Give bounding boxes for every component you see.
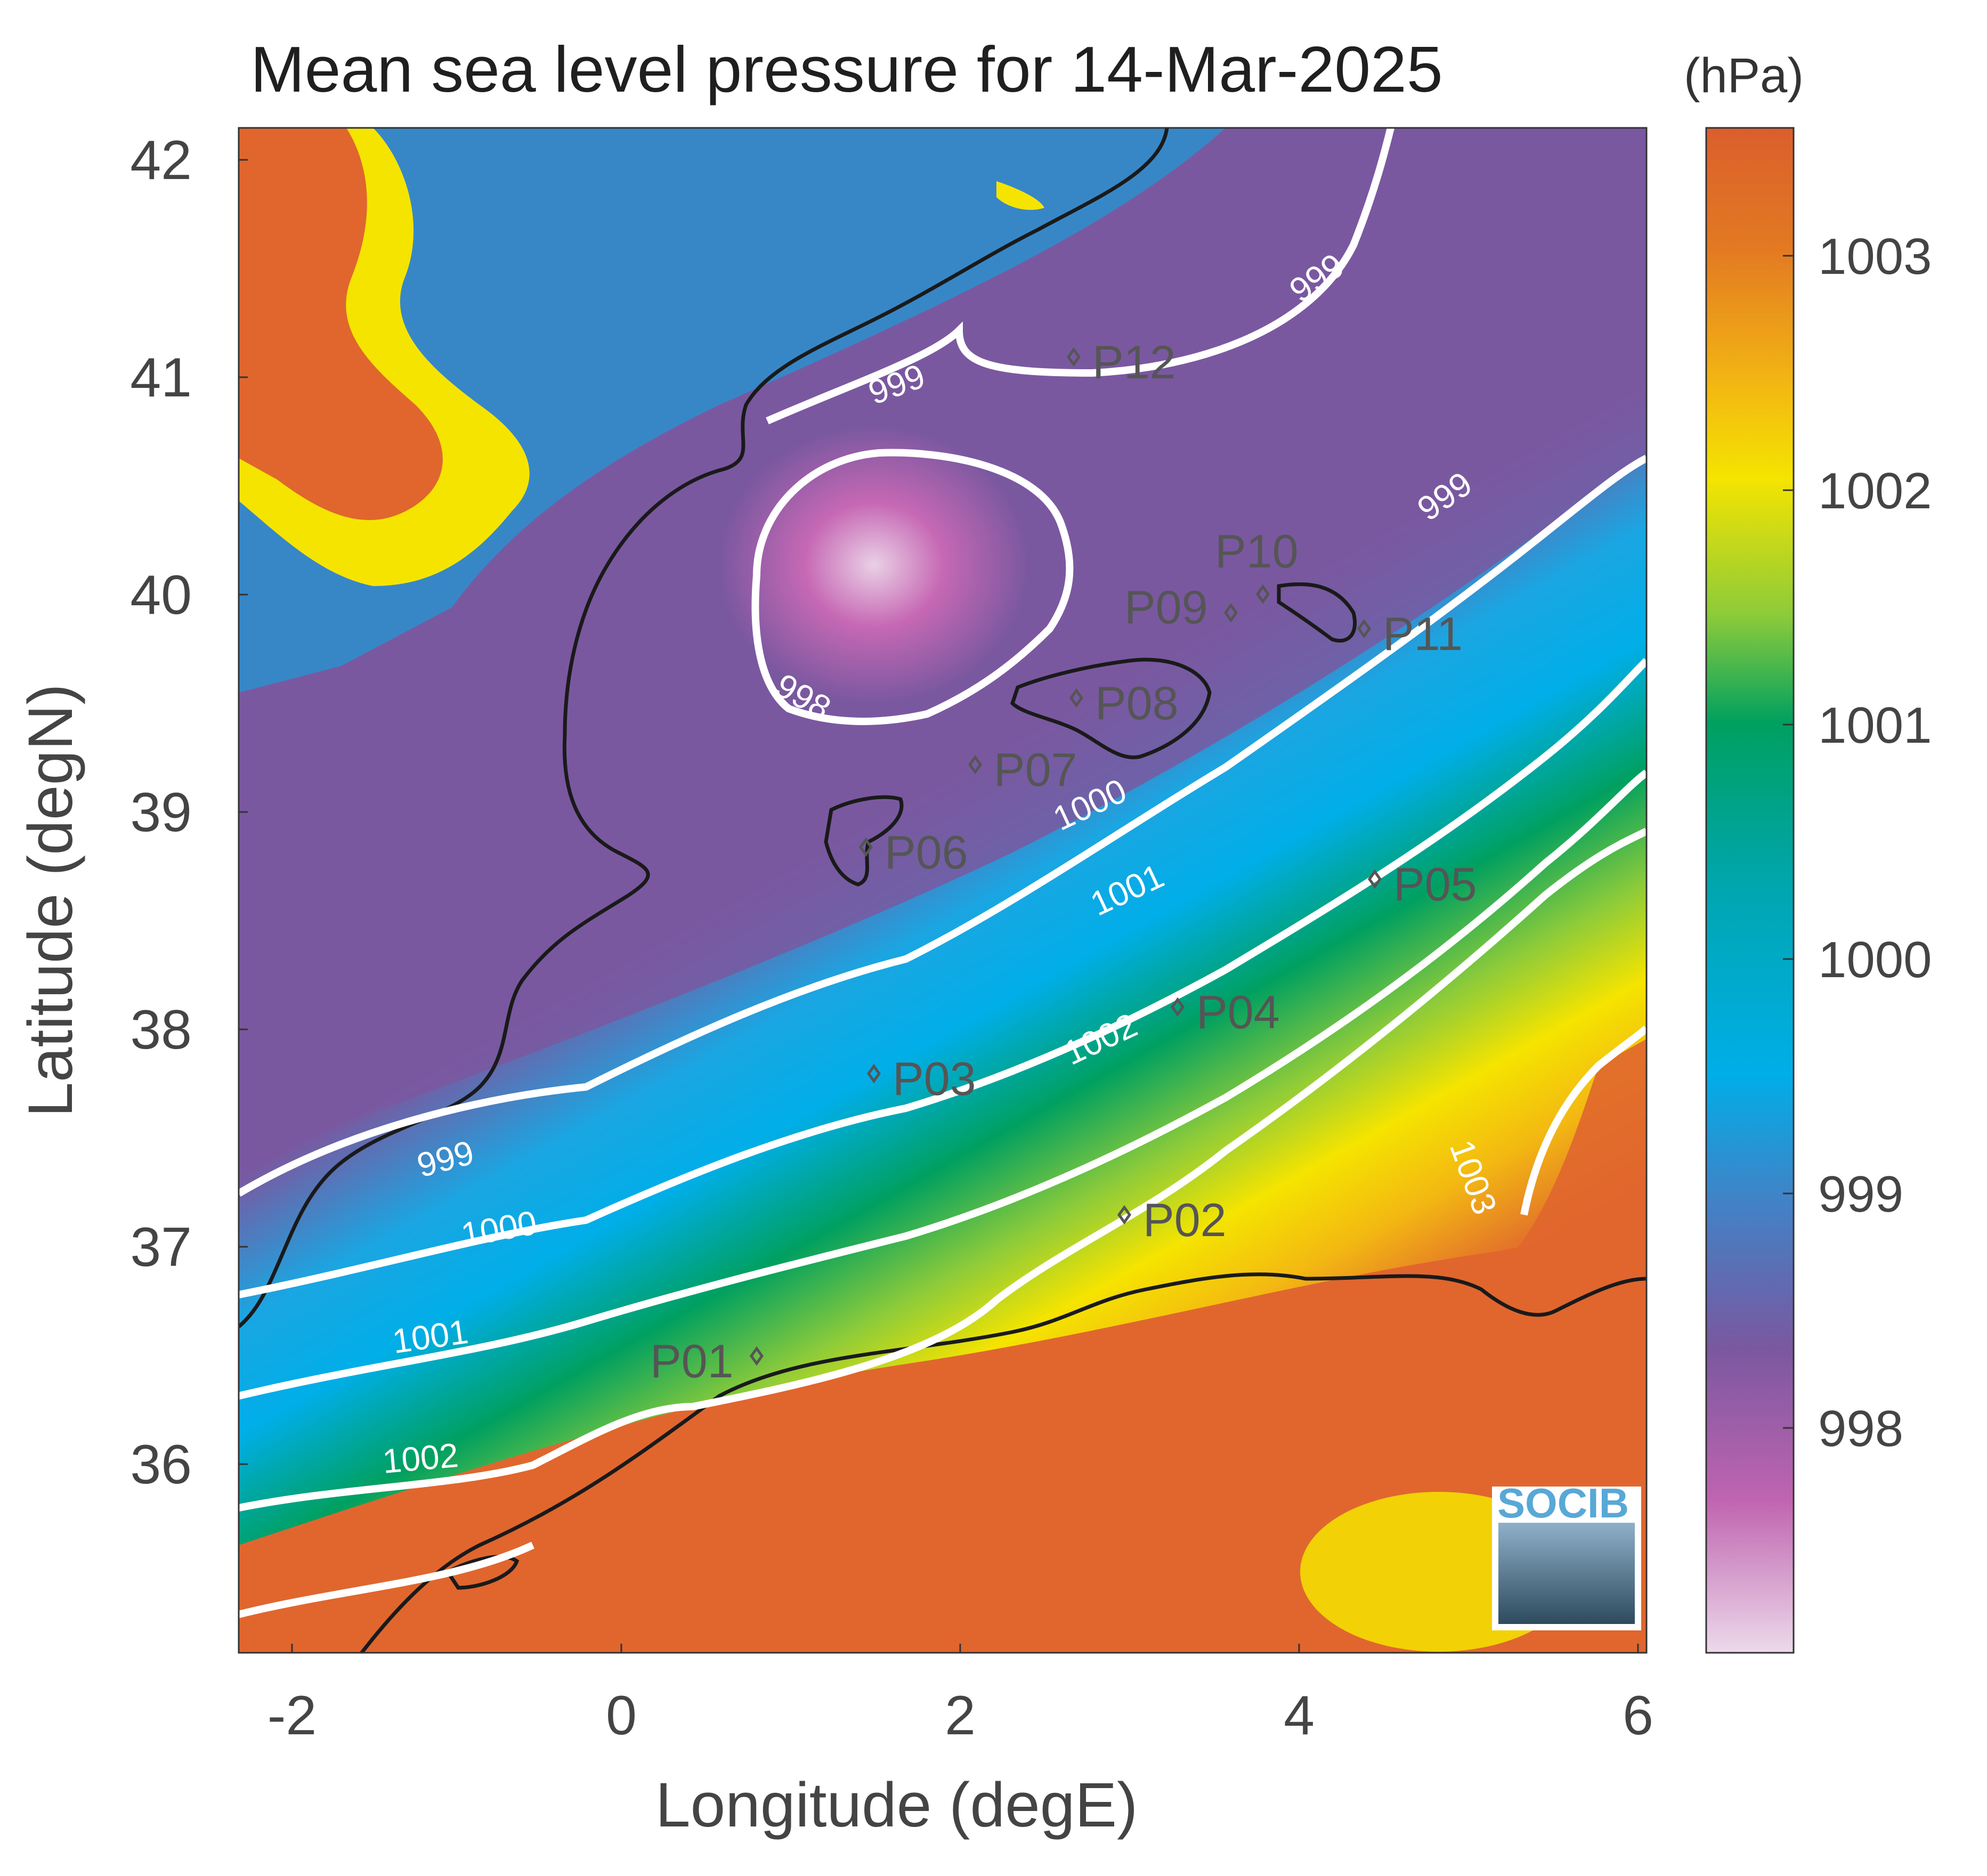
colorbar-tick-label: 998 [1818, 1400, 1903, 1457]
station-marker [749, 1346, 764, 1366]
colorbar-tick-label: 999 [1818, 1166, 1903, 1223]
y-tick-label: 42 [130, 129, 192, 191]
station-label: P07 [994, 743, 1077, 796]
station-label: P09 [1124, 581, 1208, 634]
station-label: P01 [650, 1335, 734, 1387]
colorbar-tick-label: 1000 [1818, 931, 1932, 988]
station-label: P03 [893, 1052, 976, 1105]
colorbar-tick-label: 1001 [1818, 697, 1932, 754]
y-tick-label: 39 [130, 782, 192, 843]
plot-frame [238, 127, 1648, 1654]
station-marker [1223, 603, 1238, 623]
isobars [239, 128, 1647, 1618]
station-marker [1357, 619, 1372, 639]
colorbar-tick-label: 1003 [1818, 228, 1932, 285]
x-tick-label: -2 [267, 1685, 317, 1747]
x-tick-label: 0 [606, 1685, 637, 1747]
x-tick-label: 4 [1284, 1685, 1315, 1747]
y-tick-label: 38 [130, 999, 192, 1061]
station-marker [1170, 997, 1185, 1017]
station-label: P05 [1393, 858, 1477, 911]
station-label: P04 [1196, 986, 1280, 1038]
colorbar-units: (hPa) [1684, 48, 1804, 103]
colorbar-tick-label: 1002 [1818, 462, 1932, 519]
station-marker [1367, 869, 1382, 889]
station-label: P08 [1095, 677, 1179, 729]
x-tick-label: 2 [945, 1685, 976, 1747]
station-label: P12 [1092, 336, 1176, 388]
logo-text: SOCIB [1497, 1480, 1629, 1526]
colorbar [1705, 127, 1795, 1654]
socib-logo: SOCIB [1492, 1480, 1641, 1630]
pressure-field [239, 128, 1647, 1653]
colorbar-ticks: 1003 1002 1001 1000 999 998 [1783, 228, 1932, 1457]
station-marker [858, 837, 873, 857]
station-label: P06 [885, 826, 968, 879]
station-marker [968, 754, 983, 775]
y-tick-label: 36 [130, 1434, 192, 1496]
station-label: P11 [1383, 607, 1463, 660]
x-axis-label: Longitude (degE) [655, 1770, 1138, 1840]
chart-title: Mean sea level pressure for 14-Mar-2025 [250, 33, 1443, 105]
y-tick-label: 41 [130, 347, 192, 409]
y-tick-label: 40 [130, 564, 192, 626]
contour-label: 1002 [381, 1436, 460, 1481]
station-marker [1066, 347, 1081, 367]
station-marker [1117, 1205, 1132, 1225]
station-marker [1255, 584, 1270, 604]
station-marker [866, 1063, 881, 1084]
y-tick-label: 37 [130, 1216, 192, 1278]
station-marker [1069, 688, 1084, 708]
station-label: P02 [1143, 1193, 1227, 1246]
x-tick-label: 6 [1623, 1685, 1653, 1747]
axis-ticks: -2 0 2 4 6 42 41 40 39 38 37 36 [130, 129, 1653, 1747]
station-label: P10 [1215, 525, 1299, 578]
